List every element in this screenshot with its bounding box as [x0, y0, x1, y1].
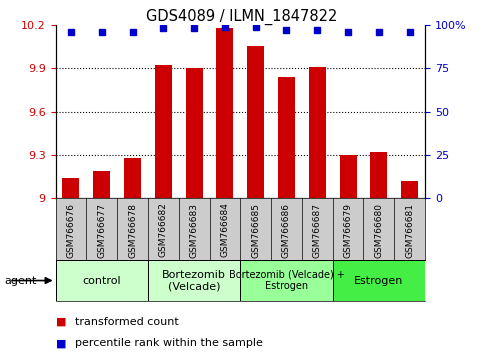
Text: GSM766676: GSM766676: [67, 202, 75, 258]
Bar: [185, 68, 202, 198]
Text: GSM766682: GSM766682: [159, 202, 168, 257]
Text: Bortezomib (Velcade) +
Estrogen: Bortezomib (Velcade) + Estrogen: [228, 270, 344, 291]
Bar: [401, 181, 418, 198]
Bar: [124, 158, 141, 198]
Bar: [56, 260, 148, 301]
Bar: [216, 28, 233, 198]
Bar: [93, 171, 110, 198]
Text: GSM766685: GSM766685: [251, 202, 260, 258]
Text: GSM766686: GSM766686: [282, 202, 291, 258]
Bar: [155, 65, 172, 198]
Text: GSM766677: GSM766677: [97, 202, 106, 258]
Text: GSM766687: GSM766687: [313, 202, 322, 258]
Text: transformed count: transformed count: [75, 317, 179, 327]
Text: Estrogen: Estrogen: [354, 275, 403, 286]
Bar: [340, 155, 356, 198]
Text: agent: agent: [5, 275, 37, 286]
Text: GSM766680: GSM766680: [374, 202, 384, 258]
Bar: [370, 152, 387, 198]
Bar: [309, 67, 326, 198]
Text: Bortezomib
(Velcade): Bortezomib (Velcade): [162, 270, 226, 291]
Text: ■: ■: [56, 338, 66, 348]
Text: GSM766679: GSM766679: [343, 202, 353, 258]
Text: GSM766683: GSM766683: [190, 202, 199, 258]
Text: control: control: [83, 275, 121, 286]
Text: GDS4089 / ILMN_1847822: GDS4089 / ILMN_1847822: [146, 9, 337, 25]
Bar: [278, 77, 295, 198]
Text: ■: ■: [56, 317, 66, 327]
Text: percentile rank within the sample: percentile rank within the sample: [75, 338, 263, 348]
Text: GSM766678: GSM766678: [128, 202, 137, 258]
Bar: [148, 260, 241, 301]
Text: GSM766681: GSM766681: [405, 202, 414, 258]
Bar: [247, 46, 264, 198]
Bar: [333, 260, 425, 301]
Text: GSM766684: GSM766684: [220, 202, 229, 257]
Bar: [240, 260, 333, 301]
Bar: [62, 178, 79, 198]
